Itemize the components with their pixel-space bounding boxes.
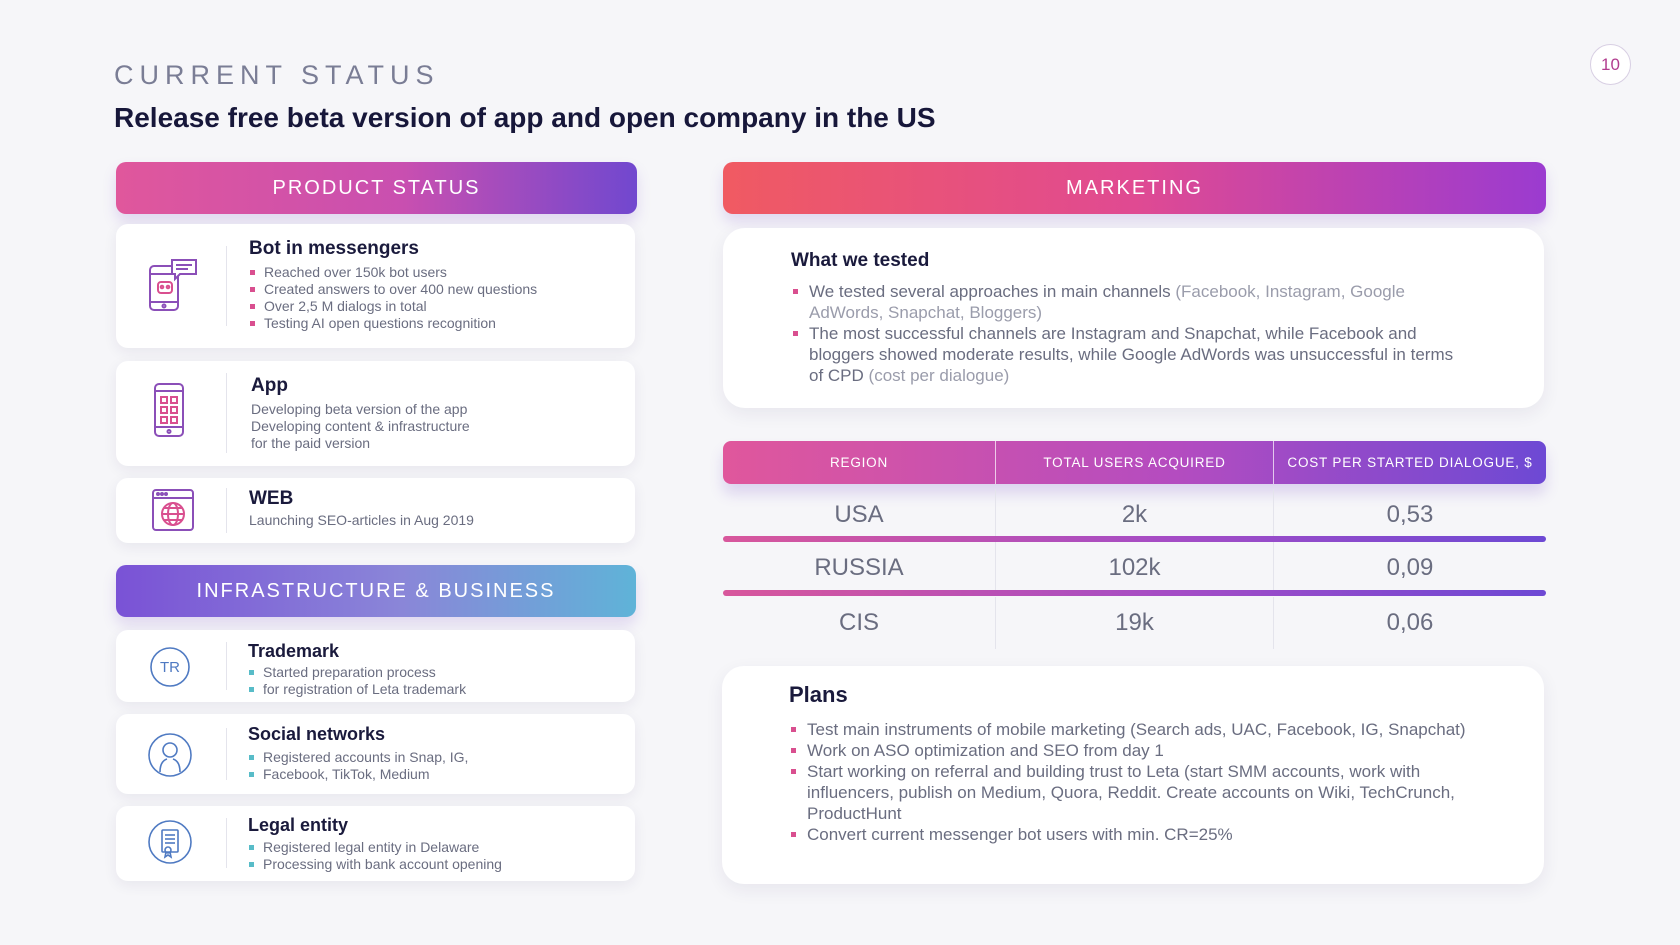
bot-in-messengers-card: Bot in messengers Reached over 150k bot … <box>116 224 635 348</box>
table-cell: USA <box>834 501 884 528</box>
card-divider <box>226 818 227 868</box>
table-cell: 0,06 <box>1273 597 1546 649</box>
page-number: 10 <box>1590 44 1631 85</box>
trademark-card: TR Trademark Started preparation process… <box>116 630 635 702</box>
table-header: REGION TOTAL USERS ACQUIRED COST PER STA… <box>723 441 1546 484</box>
table-cell: 19k <box>995 597 1273 649</box>
list-item: for registration of Leta trademark <box>248 681 466 698</box>
card-title: Social networks <box>248 724 386 744</box>
card-divider <box>226 728 227 780</box>
tested-list: We tested several approaches in main cha… <box>791 281 1471 386</box>
social-networks-card: Social networks Registered accounts in S… <box>116 714 635 794</box>
trademark-icon-text: TR <box>160 659 180 676</box>
what-we-tested-card: What we tested We tested several approac… <box>723 228 1544 408</box>
legal-bullets: Registered legal entity in Delaware Proc… <box>248 839 502 873</box>
list-item: Started preparation process <box>248 664 466 681</box>
list-item: Over 2,5 M dialogs in total <box>249 298 537 315</box>
list-item: Start working on referral and building t… <box>789 761 1489 824</box>
list-item: Work on ASO optimization and SEO from da… <box>789 740 1489 761</box>
marketing-header: MARKETING <box>723 162 1546 214</box>
list-item: The most successful channels are Instagr… <box>791 323 1471 386</box>
section-kicker: CURRENT STATUS <box>114 60 440 90</box>
social-bullets: Registered accounts in Snap, IG, Faceboo… <box>248 749 468 783</box>
column-header-region: REGION <box>829 455 889 470</box>
table-cell: 0,09 <box>1273 542 1546 594</box>
tested-item-text: The most successful channels are Instagr… <box>809 324 1454 385</box>
table-cell: 102k <box>995 542 1273 594</box>
card-title: Legal entity <box>248 815 349 835</box>
trademark-bullets: Started preparation process for registra… <box>248 664 466 698</box>
column-header-users: TOTAL USERS ACQUIRED <box>995 441 1273 484</box>
text-line: Developing beta version of the app <box>251 401 468 417</box>
app-card: App Developing beta version of the app D… <box>116 361 635 466</box>
table-row: CIS 19k 0,06 <box>723 597 1546 649</box>
list-item: Testing AI open questions recognition <box>249 315 537 332</box>
card-title: Bot in messengers <box>249 238 419 259</box>
chat-phone-icon <box>146 256 202 321</box>
list-item: Created answers to over 400 new question… <box>249 281 537 298</box>
legal-entity-card: Legal entity Registered legal entity in … <box>116 806 635 881</box>
app-description: Developing beta version of the app Devel… <box>251 401 470 452</box>
browser-globe-icon <box>151 487 195 538</box>
table-cell: CIS <box>838 609 879 636</box>
card-title: What we tested <box>791 250 930 271</box>
list-item: Reached over 150k bot users <box>249 264 537 281</box>
web-card: WEB Launching SEO-articles in Aug 2019 <box>116 478 635 543</box>
trademark-icon: TR <box>149 646 191 693</box>
text-line: Launching SEO-articles in Aug 2019 <box>249 512 474 528</box>
product-status-header: PRODUCT STATUS <box>116 162 637 214</box>
table-cell: 0,53 <box>1273 489 1546 541</box>
table-row: USA 2k 0,53 <box>723 489 1546 541</box>
text-line: for the paid version <box>251 435 371 451</box>
text-line: Developing content & infrastructure <box>251 418 470 434</box>
card-divider <box>226 642 227 690</box>
list-item: Processing with bank account opening <box>248 856 502 873</box>
phone-apps-icon <box>152 381 186 444</box>
card-title: Plans <box>789 682 848 707</box>
card-divider <box>226 488 227 533</box>
column-header-cost: COST PER STARTED DIALOGUE, $ <box>1273 441 1546 484</box>
list-item: Registered accounts in Snap, IG, <box>248 749 468 766</box>
card-divider <box>226 246 227 326</box>
card-divider <box>226 373 227 453</box>
list-item: Convert current messenger bot users with… <box>789 824 1489 845</box>
plans-card: Plans Test main instruments of mobile ma… <box>722 666 1544 884</box>
bot-bullets: Reached over 150k bot users Created answ… <box>249 264 537 332</box>
card-title: App <box>251 375 288 396</box>
list-item: Facebook, TikTok, Medium <box>248 766 468 783</box>
plans-list: Test main instruments of mobile marketin… <box>789 719 1489 845</box>
table-cell: 2k <box>995 489 1273 541</box>
certificate-icon <box>147 819 193 870</box>
card-title: WEB <box>249 488 294 509</box>
card-title: Trademark <box>248 641 340 661</box>
list-item: Registered legal entity in Delaware <box>248 839 502 856</box>
tested-item-note: (cost per dialogue) <box>868 366 1010 385</box>
list-item: We tested several approaches in main cha… <box>791 281 1471 323</box>
page-title: Release free beta version of app and ope… <box>114 102 936 133</box>
infrastructure-business-header: INFRASTRUCTURE & BUSINESS <box>116 565 636 617</box>
table-row: RUSSIA 102k 0,09 <box>723 542 1546 594</box>
table-cell: RUSSIA <box>814 554 904 581</box>
list-item: Test main instruments of mobile marketin… <box>789 719 1489 740</box>
tested-item-text: We tested several approaches in main cha… <box>809 282 1171 301</box>
user-icon <box>147 732 193 783</box>
row-separator <box>723 536 1546 542</box>
tested-item-note: (Facebook, Instagram, Google AdWords, Sn… <box>809 282 1405 322</box>
row-separator <box>723 590 1546 596</box>
web-description: Launching SEO-articles in Aug 2019 <box>249 512 474 529</box>
